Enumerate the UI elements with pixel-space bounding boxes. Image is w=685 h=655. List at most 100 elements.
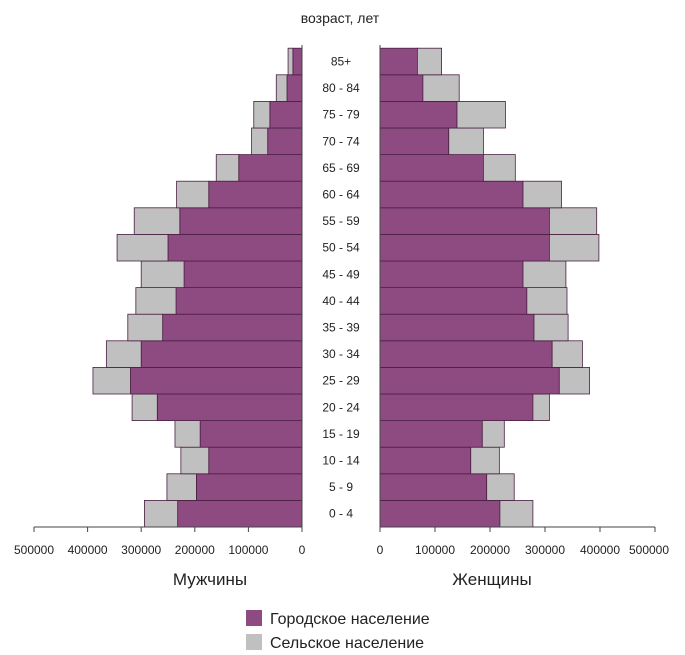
female-tick-label-1: 100000 bbox=[415, 543, 455, 557]
female-tick-label-0: 0 bbox=[377, 543, 384, 557]
age-label-2: 10 - 14 bbox=[322, 454, 360, 468]
male-rural-bar-13 bbox=[215, 154, 240, 182]
male-rural-bar-9 bbox=[140, 260, 185, 289]
female-bars bbox=[379, 47, 600, 528]
female-urban-bar-5 bbox=[379, 366, 560, 395]
female-urban-bar-12 bbox=[379, 180, 524, 209]
male-rural-bar-17 bbox=[287, 47, 294, 76]
age-label-7: 35 - 39 bbox=[322, 321, 360, 335]
female-rural-bar-10 bbox=[549, 233, 600, 262]
female-tick-label-5: 500000 bbox=[629, 543, 669, 557]
age-label-8: 40 - 44 bbox=[322, 294, 360, 308]
female-rural-bar-0 bbox=[499, 499, 534, 528]
age-label-4: 20 - 24 bbox=[322, 400, 360, 414]
female-urban-bar-7 bbox=[379, 313, 535, 342]
age-group-labels: 0 - 4 5 - 9 10 - 14 15 - 19 20 - 24 25 - 29 30… bbox=[322, 55, 360, 521]
male-panel-label: Мужчины bbox=[173, 570, 247, 589]
female-rural-bar-6 bbox=[551, 340, 583, 368]
male-rural-bar-11 bbox=[133, 207, 181, 235]
female-rural-bar-15 bbox=[456, 101, 506, 129]
male-rural-bar-15 bbox=[253, 101, 271, 129]
male-tick-label-4: 100000 bbox=[228, 543, 268, 557]
age-label-13: 65 - 69 bbox=[322, 161, 360, 175]
male-tick-label-5: 0 bbox=[299, 543, 306, 557]
male-urban-bar-9 bbox=[183, 260, 303, 289]
female-rural-bar-17 bbox=[416, 47, 442, 76]
male-rural-bar-10 bbox=[116, 233, 169, 262]
male-tick-label-1: 400000 bbox=[68, 543, 108, 557]
male-rural-bar-2 bbox=[180, 446, 210, 475]
male-urban-bar-15 bbox=[269, 101, 303, 129]
male-tick-label-3: 200000 bbox=[175, 543, 215, 557]
female-urban-bar-6 bbox=[379, 340, 553, 368]
legend-label-urban: Городское население bbox=[270, 611, 430, 628]
female-urban-bar-17 bbox=[379, 47, 418, 76]
female-rural-bar-14 bbox=[448, 127, 484, 156]
male-rural-bar-8 bbox=[135, 287, 177, 315]
female-urban-bar-11 bbox=[379, 207, 550, 235]
male-urban-bar-11 bbox=[179, 207, 303, 235]
female-tick-label-4: 400000 bbox=[580, 543, 620, 557]
male-urban-bar-12 bbox=[208, 180, 303, 209]
male-urban-bar-1 bbox=[196, 473, 303, 501]
female-tick-label-3: 300000 bbox=[525, 543, 565, 557]
female-rural-bar-16 bbox=[422, 74, 460, 102]
female-urban-bar-15 bbox=[379, 101, 458, 129]
female-rural-bar-8 bbox=[526, 287, 568, 315]
female-urban-bar-14 bbox=[379, 127, 450, 156]
female-rural-bar-3 bbox=[481, 420, 505, 448]
age-label-17: 85+ bbox=[331, 55, 351, 69]
male-tick-label-2: 300000 bbox=[121, 543, 161, 557]
age-label-16: 80 - 84 bbox=[322, 81, 360, 95]
female-rural-bar-11 bbox=[549, 207, 598, 235]
male-urban-bar-10 bbox=[167, 233, 303, 262]
legend-label-rural: Сельское население bbox=[270, 635, 424, 652]
male-rural-bar-6 bbox=[105, 340, 142, 368]
female-panel-label: Женщины bbox=[452, 570, 531, 589]
male-rural-bar-1 bbox=[166, 473, 197, 501]
male-urban-bar-8 bbox=[175, 287, 303, 315]
age-label-12: 60 - 64 bbox=[322, 188, 360, 202]
female-rural-bar-2 bbox=[470, 446, 500, 475]
male-rural-bar-12 bbox=[176, 180, 210, 209]
male-rural-bar-0 bbox=[144, 499, 179, 528]
female-rural-bar-13 bbox=[482, 154, 516, 182]
age-label-15: 75 - 79 bbox=[322, 108, 360, 122]
male-urban-bar-17 bbox=[292, 47, 303, 76]
age-label-3: 15 - 19 bbox=[322, 427, 360, 441]
age-label-9: 45 - 49 bbox=[322, 267, 360, 281]
male-urban-bar-16 bbox=[286, 74, 303, 102]
age-label-6: 30 - 34 bbox=[322, 347, 360, 361]
age-label-0: 0 - 4 bbox=[329, 507, 353, 521]
male-x-ticks: 500000 400000 300000 200000 100000 0 bbox=[14, 527, 306, 557]
female-urban-bar-9 bbox=[379, 260, 524, 289]
male-rural-bar-5 bbox=[92, 366, 131, 395]
age-label-11: 55 - 59 bbox=[322, 214, 360, 228]
age-label-5: 25 - 29 bbox=[322, 374, 360, 388]
female-urban-bar-1 bbox=[379, 473, 488, 501]
female-rural-bar-12 bbox=[522, 180, 562, 209]
male-urban-bar-5 bbox=[130, 366, 303, 395]
female-urban-bar-4 bbox=[379, 393, 534, 422]
female-rural-bar-4 bbox=[532, 393, 550, 422]
male-urban-bar-3 bbox=[199, 420, 303, 448]
male-urban-bar-4 bbox=[156, 393, 303, 422]
age-label-1: 5 - 9 bbox=[329, 480, 353, 494]
female-urban-bar-3 bbox=[379, 420, 483, 448]
male-urban-bar-2 bbox=[208, 446, 303, 475]
female-x-ticks: 0 100000 200000 300000 400000 500000 bbox=[377, 527, 669, 557]
female-urban-bar-2 bbox=[379, 446, 472, 475]
female-urban-bar-13 bbox=[379, 154, 484, 182]
legend-swatch-rural bbox=[246, 634, 262, 650]
female-rural-bar-7 bbox=[533, 313, 569, 342]
male-rural-bar-16 bbox=[275, 74, 288, 102]
male-urban-bar-7 bbox=[162, 313, 303, 342]
female-urban-bar-8 bbox=[379, 287, 528, 315]
male-rural-bar-14 bbox=[251, 127, 269, 156]
female-urban-bar-16 bbox=[379, 74, 424, 102]
legend-swatch-urban bbox=[246, 610, 262, 626]
age-label-14: 70 - 74 bbox=[322, 134, 360, 148]
male-urban-bar-14 bbox=[267, 127, 303, 156]
male-bars bbox=[92, 47, 303, 528]
